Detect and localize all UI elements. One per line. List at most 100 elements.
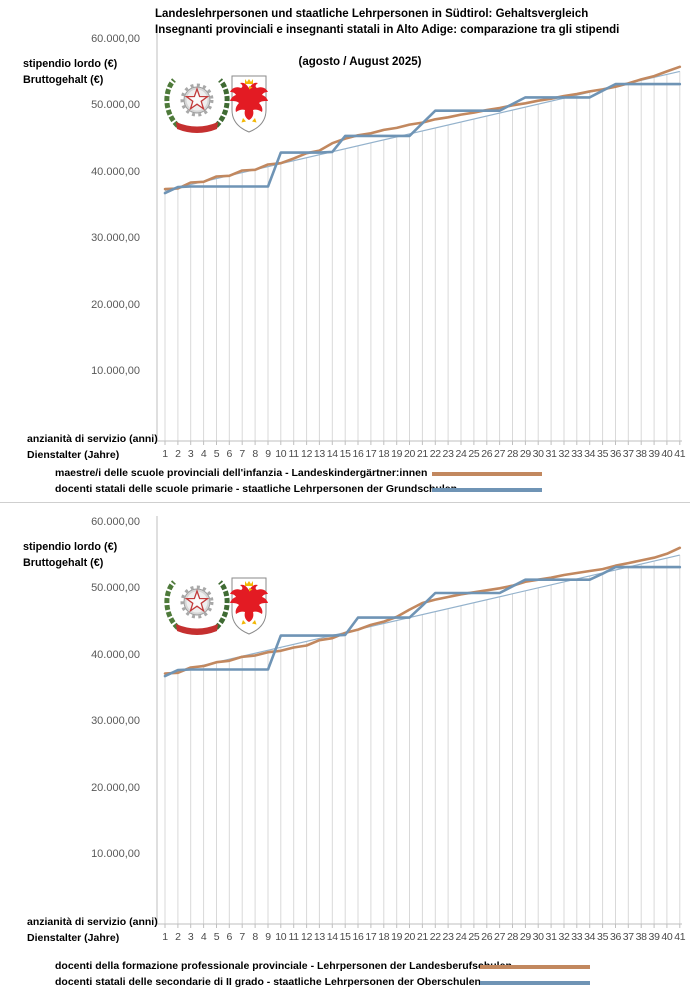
x-tick-label: 32 <box>558 931 570 943</box>
x-tick-label: 6 <box>226 448 233 460</box>
legend-swatch-provincial <box>480 965 590 969</box>
x-tick-label: 10 <box>275 448 287 460</box>
y-tick-label: 20.000,00 <box>91 781 140 794</box>
x-tick-label: 2 <box>175 448 181 460</box>
y-tick-label: 50.000,00 <box>91 99 140 111</box>
x-tick-label: 31 <box>545 931 557 943</box>
x-tick-label: 36 <box>609 931 622 943</box>
x-tick-label: 30 <box>532 931 544 943</box>
x-tick-label: 24 <box>455 448 467 460</box>
x-tick-label: 34 <box>584 448 596 460</box>
x-tick-label: 29 <box>519 931 531 943</box>
y-tick-label: 40.000,00 <box>91 648 140 661</box>
x-tick-label: 38 <box>635 448 647 460</box>
x-tick-label: 12 <box>301 448 313 460</box>
legend-label-state: docenti statali delle scuole primarie - … <box>55 483 458 495</box>
chart-subtitle-date: (agosto / August 2025) <box>298 56 422 68</box>
x-tick-label: 22 <box>429 931 441 943</box>
x-tick-label: 8 <box>252 931 258 943</box>
x-tick-label: 24 <box>455 931 467 943</box>
x-tick-label: 39 <box>648 931 660 943</box>
x-tick-label: 4 <box>200 931 207 943</box>
plot-svg <box>156 516 682 928</box>
salary-chart-vocational-vs-secondary: stipendio lordo (€) Bruttogehalt (€) anz… <box>0 502 690 1000</box>
y-axis-title: stipendio lordo (€) Bruttogehalt (€) <box>23 57 117 88</box>
chart-title-de: Landeslehrpersonen und staatliche Lehrpe… <box>155 8 589 20</box>
x-tick-label: 4 <box>200 448 207 460</box>
x-tick-label: 19 <box>391 448 403 460</box>
x-tick-label: 1 <box>162 448 168 460</box>
x-tick-label: 27 <box>494 448 506 460</box>
x-tick-label: 12 <box>301 931 313 943</box>
x-tick-label: 11 <box>288 931 300 943</box>
south-tyrol-emblem <box>230 75 268 133</box>
x-tick-label: 14 <box>326 931 338 943</box>
x-tick-label: 19 <box>391 931 403 943</box>
legend-row-state: docenti statali delle scuole primarie - … <box>0 482 690 498</box>
y-tick-label: 30.000,00 <box>91 232 140 244</box>
x-tick-label: 11 <box>288 448 300 460</box>
y-tick-label: 60.000,00 <box>91 32 140 45</box>
x-tick-label: 18 <box>378 931 390 943</box>
series-line-state <box>163 565 682 678</box>
x-tick-label: 28 <box>506 931 519 943</box>
x-tick-label: 14 <box>326 448 338 460</box>
x-tick-label: 35 <box>597 448 609 460</box>
series-line-provincial <box>163 546 682 675</box>
x-tick-label: 36 <box>609 448 622 460</box>
x-tick-label: 27 <box>494 931 506 943</box>
x-tick-label: 5 <box>213 448 220 460</box>
x-tick-label: 5 <box>213 931 220 943</box>
x-tick-label: 37 <box>622 448 634 460</box>
x-tick-label: 38 <box>635 931 647 943</box>
x-axis-title-de: Dienstalter (Jahre) <box>27 449 120 461</box>
y-axis-title-it: stipendio lordo (€) <box>23 58 118 70</box>
trend-line <box>164 554 680 675</box>
x-tick-label: 26 <box>481 448 493 460</box>
x-tick-label: 21 <box>416 931 428 943</box>
x-tick-label: 8 <box>252 448 258 460</box>
x-tick-label: 31 <box>545 448 557 460</box>
legend-row-provincial: maestre/i delle scuole provinciali dell'… <box>0 466 690 482</box>
chart-separator-line <box>0 502 690 503</box>
x-axis-title-de: Dienstalter (Jahre) <box>27 932 120 944</box>
south-tyrol-emblem <box>230 577 268 635</box>
x-tick-label: 7 <box>239 448 245 460</box>
x-tick-label: 6 <box>226 931 233 943</box>
x-tick-label: 26 <box>481 931 493 943</box>
x-tick-label: 34 <box>584 931 596 943</box>
x-tick-label: 22 <box>429 448 441 460</box>
x-tick-label: 37 <box>622 931 634 943</box>
x-tick-label: 32 <box>558 448 570 460</box>
x-tick-label: 13 <box>313 448 325 460</box>
x-tick-label: 15 <box>339 448 351 460</box>
legend-row-state: docenti statali delle secondarie di II g… <box>0 975 690 991</box>
x-tick-label: 7 <box>239 931 245 943</box>
x-tick-label: 33 <box>571 931 583 943</box>
x-tick-label: 25 <box>468 448 480 460</box>
y-tick-label: 20.000,00 <box>91 298 140 311</box>
x-tick-label: 41 <box>674 931 686 943</box>
x-tick-label: 17 <box>365 931 377 943</box>
x-tick-label: 20 <box>403 448 416 460</box>
x-tick-label: 23 <box>442 931 454 943</box>
y-tick-label: 30.000,00 <box>91 715 140 727</box>
x-tick-label: 30 <box>532 448 544 460</box>
y-axis-title-de: Bruttogehalt (€) <box>23 556 104 569</box>
x-axis-title-it: anzianità di servizio (anni) <box>27 916 158 928</box>
y-tick-label: 10.000,00 <box>91 365 140 377</box>
x-tick-label: 3 <box>187 931 194 943</box>
x-tick-label: 20 <box>403 931 416 943</box>
y-tick-label: 50.000,00 <box>91 582 140 594</box>
x-tick-label: 39 <box>648 448 660 460</box>
y-axis-title: stipendio lordo (€) Bruttogehalt (€) <box>23 540 117 571</box>
y-tick-label: 60.000,00 <box>91 515 140 528</box>
legend-swatch-provincial <box>432 472 542 476</box>
x-tick-label: 18 <box>378 448 390 460</box>
legend-label-provincial: maestre/i delle scuole provinciali dell'… <box>55 467 428 479</box>
x-tick-label: 33 <box>571 448 583 460</box>
y-axis-title-it: stipendio lordo (€) <box>23 541 118 553</box>
y-tick-label: 10.000,00 <box>91 848 140 860</box>
x-tick-label: 41 <box>674 448 686 460</box>
